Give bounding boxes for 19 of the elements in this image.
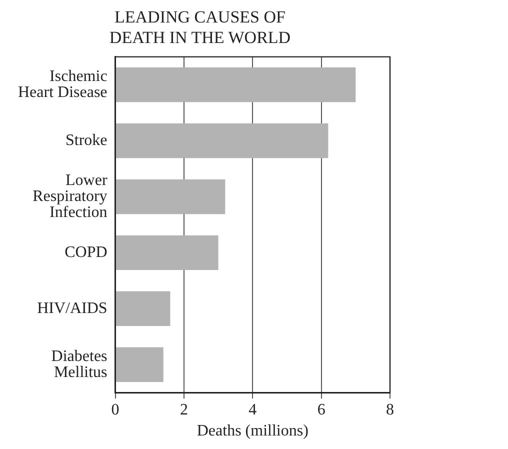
y-tick-label: Ischemic Heart Disease — [18, 68, 108, 101]
y-tick-label: Diabetes Mellitus — [51, 348, 108, 381]
chart-title: LEADING CAUSES OF DEATH IN THE WORLD — [109, 8, 291, 48]
bar — [116, 235, 218, 270]
bar — [116, 291, 170, 326]
x-axis-title: Deaths (millions) — [196, 422, 308, 440]
x-tick-label: 8 — [386, 401, 394, 418]
y-tick-label: COPD — [64, 244, 108, 261]
bar — [116, 179, 226, 214]
x-tick-label: 2 — [180, 401, 188, 418]
x-tick-label: 0 — [111, 401, 120, 418]
bar — [116, 67, 356, 102]
y-tick-label: Lower Respiratory Infection — [32, 172, 108, 221]
y-tick-label: Stroke — [66, 132, 108, 149]
y-tick-label: HIV/AIDS — [37, 300, 108, 317]
x-tick-label: 6 — [317, 401, 326, 418]
bar — [116, 123, 328, 158]
x-tick-label: 4 — [248, 401, 257, 418]
bar — [116, 347, 164, 382]
